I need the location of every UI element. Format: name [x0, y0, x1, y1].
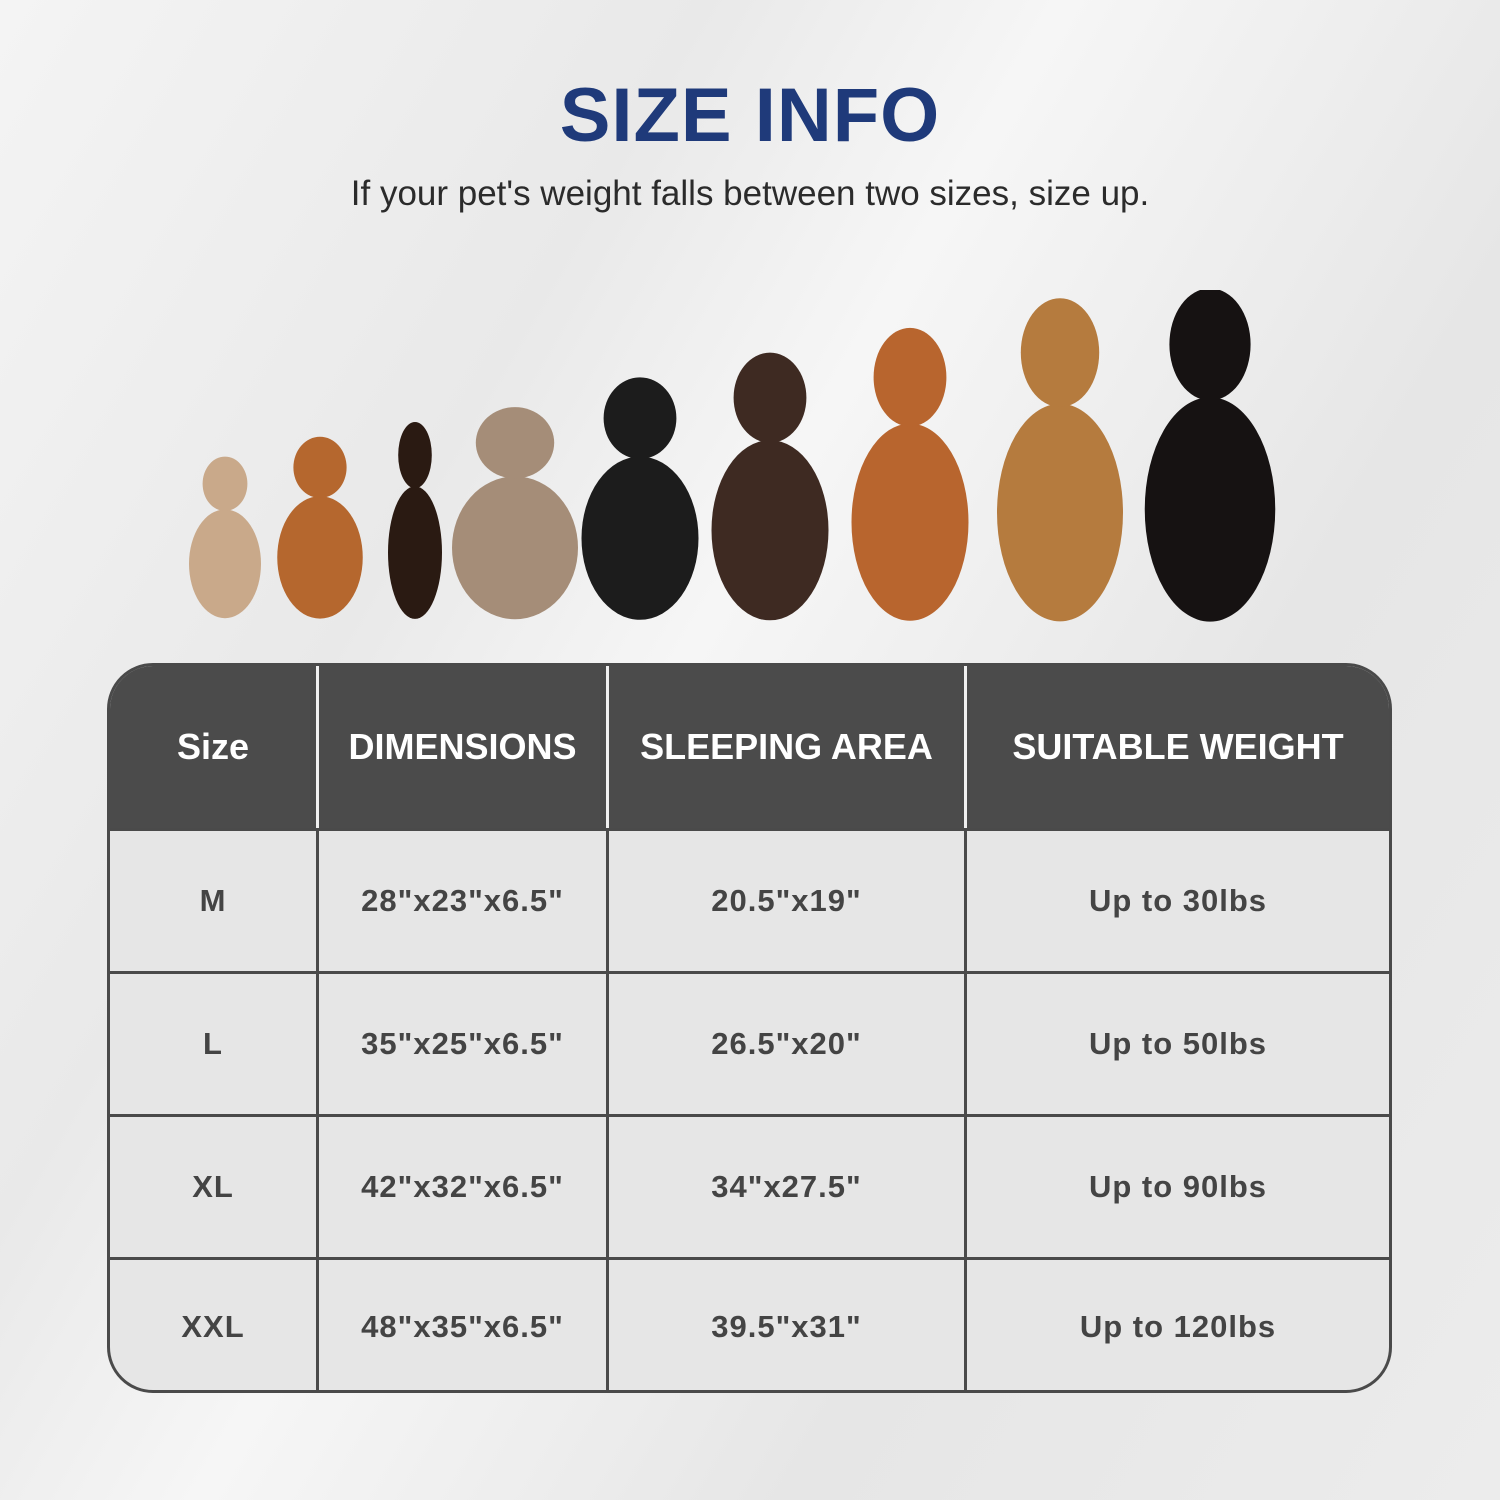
size-cell: XXL: [110, 1260, 319, 1390]
table-row: XXL 48"x35"x6.5" 39.5"x31" Up to 120lbs: [110, 1257, 1389, 1390]
weight-cell: Up to 50lbs: [1088, 1026, 1268, 1061]
sleeping-area-cell: 39.5"x31": [609, 1260, 967, 1390]
dimensions-cell: 35"x25"x6.5": [319, 974, 609, 1114]
size-cell: XL: [110, 1117, 319, 1257]
dog-vizsla: [851, 327, 969, 621]
sleeping-area-cell: 34"x27.5": [609, 1117, 967, 1257]
size-table: Size DIMENSIONS SLEEPING AREA SUITABLE W…: [107, 663, 1392, 1393]
sleeping-area-cell: 20.5"x19": [609, 831, 967, 971]
header-size: Size: [110, 666, 319, 828]
dimensions-cell: 28"x23"x6.5": [319, 831, 609, 971]
weight-cell: Up to 30lbs: [1088, 883, 1268, 918]
page-title: SIZE INFO: [559, 73, 941, 158]
sleeping-area-cell: 26.5"x20": [609, 974, 967, 1114]
dog-bulldog: [452, 407, 578, 620]
dog-chocolate-labrador: [711, 352, 829, 621]
dimensions-cell: 42"x32"x6.5": [319, 1117, 609, 1257]
table-row: L 35"x25"x6.5" 26.5"x20" Up to 50lbs: [110, 971, 1389, 1114]
size-cell: L: [110, 974, 319, 1114]
table-row: XL 42"x32"x6.5" 34"x27.5" Up to 90lbs: [110, 1114, 1389, 1257]
header-suitable-weight: SUITABLE WEIGHT: [1012, 726, 1344, 767]
dimensions-cell: 48"x35"x6.5": [319, 1260, 609, 1390]
dog-miniature-pinscher: [388, 421, 442, 619]
weight-cell: Up to 90lbs: [1088, 1169, 1268, 1204]
header-sleeping-area: SLEEPING AREA: [609, 666, 967, 828]
weight-cell: Up to 120lbs: [1079, 1308, 1277, 1344]
subtitle: If your pet's weight falls between two s…: [350, 174, 1150, 213]
dog-french-bulldog: [189, 456, 261, 619]
dog-cavalier-spaniel: [277, 436, 363, 619]
table-row: M 28"x23"x6.5" 20.5"x19" Up to 30lbs: [110, 828, 1389, 971]
table-header-row: Size DIMENSIONS SLEEPING AREA SUITABLE W…: [110, 666, 1389, 828]
dog-german-shepherd: [997, 298, 1123, 622]
header-dimensions: DIMENSIONS: [319, 666, 609, 828]
dogs-image: [189, 290, 1276, 622]
size-cell: M: [110, 831, 319, 971]
dog-border-collie: [581, 377, 699, 620]
dog-bernese-mountain-dog: [1144, 290, 1276, 622]
